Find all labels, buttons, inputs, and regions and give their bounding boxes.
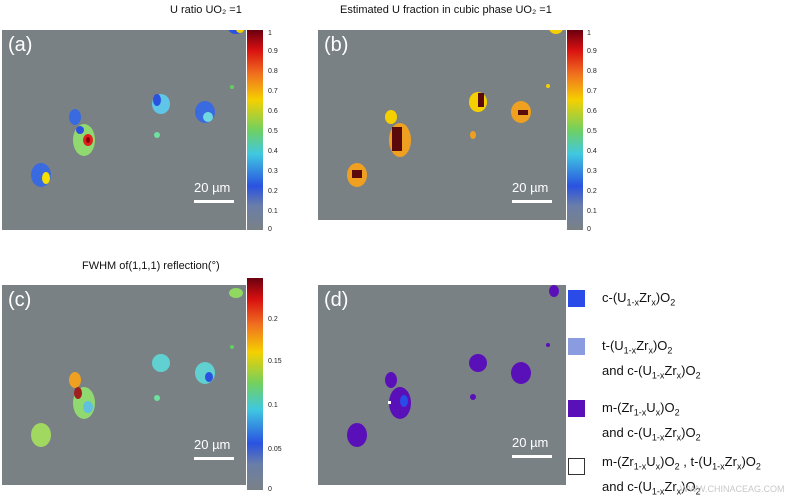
scale-label: 20 µm [512, 435, 549, 450]
scale-label: 20 µm [194, 180, 231, 195]
colorbar-title-c: FWHM of(1,1,1) reflection(°) [82, 260, 220, 272]
scale-label: 20 µm [512, 180, 549, 195]
panel-label: (c) [8, 289, 32, 311]
watermark: WWW.CHINACEAG.COM [680, 484, 785, 494]
legend-label: c-(U1-xZrx)O2 [602, 290, 676, 308]
colorbar-title-a: U ratio UO₂ =1 [170, 4, 242, 16]
panel-label: (d) [324, 289, 349, 311]
legend-swatch [568, 290, 585, 307]
panel-label: (a) [8, 34, 33, 56]
map-c [31, 288, 243, 447]
scale-bar [194, 457, 234, 460]
panel-label: (b) [324, 34, 349, 56]
scale-bar [512, 455, 552, 458]
colorbar-a [247, 30, 263, 230]
scale-bar [194, 200, 234, 203]
colorbar-b [567, 30, 583, 230]
scale-bar [512, 200, 552, 203]
panel-d: (d) 20 µm [318, 285, 566, 485]
scale-label: 20 µm [194, 437, 231, 452]
map-d [347, 285, 559, 447]
map-a [31, 30, 244, 187]
panel-a: (a) 20 µm [2, 30, 246, 230]
legend-swatch [568, 400, 585, 417]
legend-swatch [568, 458, 585, 475]
legend-label: m-(Zr1-xUx)O2 , t-(U1-xZrx)O2 and c-(U1-x… [602, 454, 761, 497]
panel-b: (b) 20 µm [318, 30, 566, 220]
legend-swatch [568, 338, 585, 355]
colorbar-c [247, 278, 263, 490]
map-b [347, 30, 563, 187]
legend-label: t-(U1-xZrx)O2 and c-(U1-xZrx)O2 [602, 338, 701, 381]
legend-label: m-(Zr1-xUx)O2 and c-(U1-xZrx)O2 [602, 400, 701, 443]
colorbar-title-b: Estimated U fraction in cubic phase UO₂ … [340, 4, 552, 16]
panel-c: (c) 20 µm [2, 285, 246, 485]
